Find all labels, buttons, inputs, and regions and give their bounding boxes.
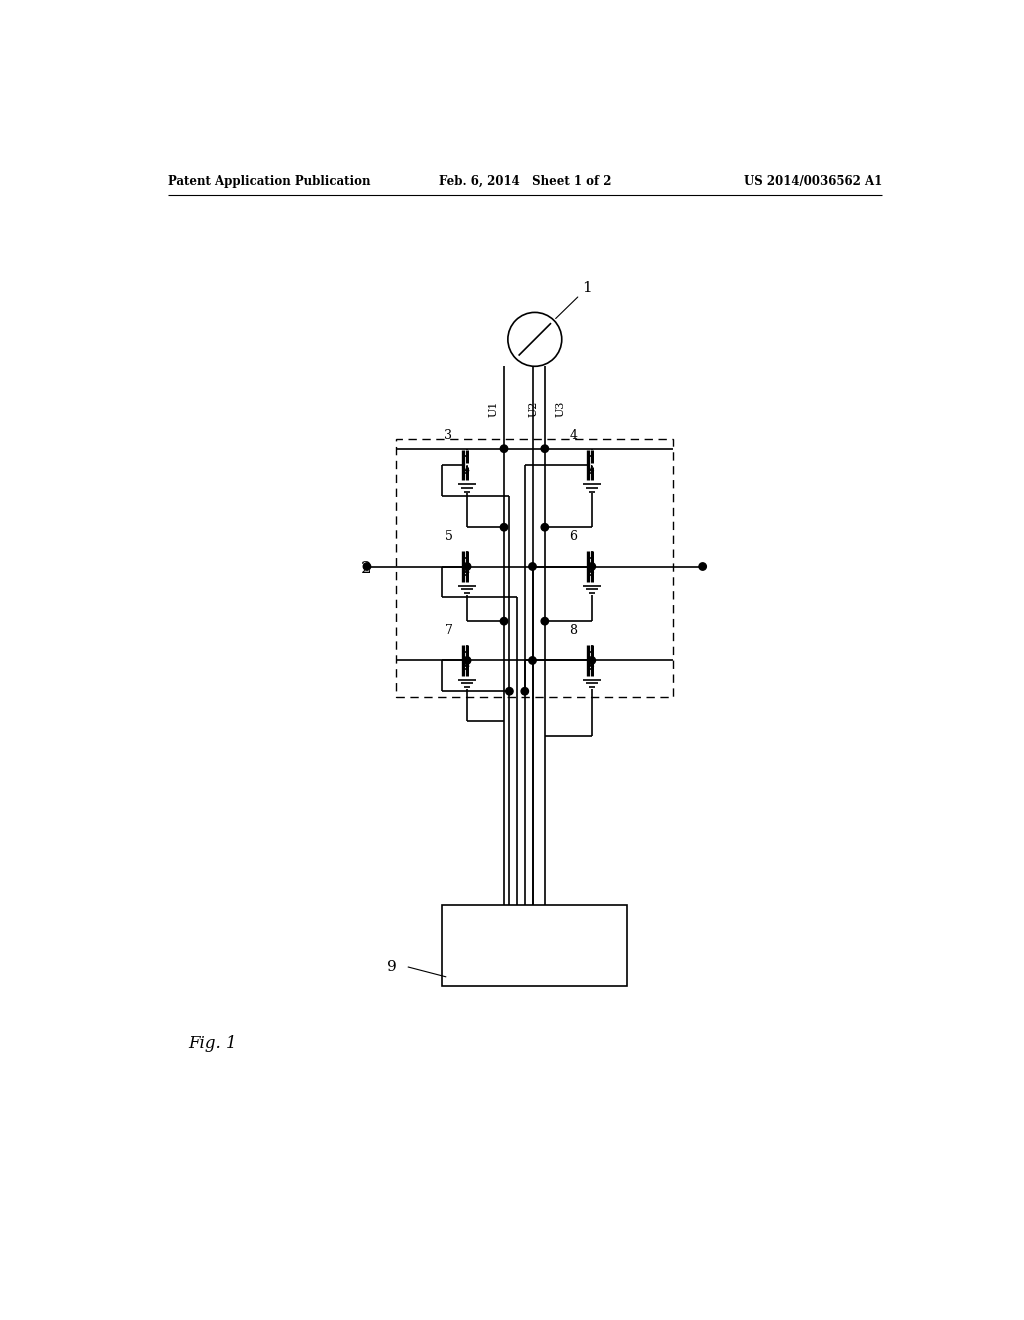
Circle shape [541,618,549,624]
Text: 6: 6 [569,531,578,544]
Circle shape [528,657,537,664]
Bar [396,440,674,697]
Text: Fig. 1: Fig. 1 [188,1035,237,1052]
Circle shape [588,562,596,570]
Text: 7: 7 [444,624,453,638]
Circle shape [541,524,549,531]
Circle shape [501,445,508,453]
Bar [442,906,628,986]
Text: 9: 9 [387,960,397,974]
Circle shape [699,562,707,570]
Text: U1: U1 [488,400,499,417]
Text: Feb. 6, 2014   Sheet 1 of 2: Feb. 6, 2014 Sheet 1 of 2 [438,176,611,187]
Text: U3: U3 [555,400,565,417]
Circle shape [506,688,513,694]
Circle shape [588,657,596,664]
Text: 4: 4 [569,429,578,442]
Circle shape [463,657,471,664]
Circle shape [501,618,508,624]
Circle shape [364,562,371,570]
Circle shape [521,688,528,694]
Text: Patent Application Publication: Patent Application Publication [168,176,370,187]
Text: 3: 3 [444,429,453,442]
Circle shape [501,524,508,531]
Circle shape [541,445,549,453]
Circle shape [463,562,471,570]
Circle shape [528,562,537,570]
Text: 2: 2 [360,560,372,577]
Text: U2: U2 [528,400,539,417]
Text: 5: 5 [444,531,453,544]
Text: 1: 1 [556,281,592,318]
Text: US 2014/0036562 A1: US 2014/0036562 A1 [743,176,882,187]
Text: 8: 8 [569,624,578,638]
